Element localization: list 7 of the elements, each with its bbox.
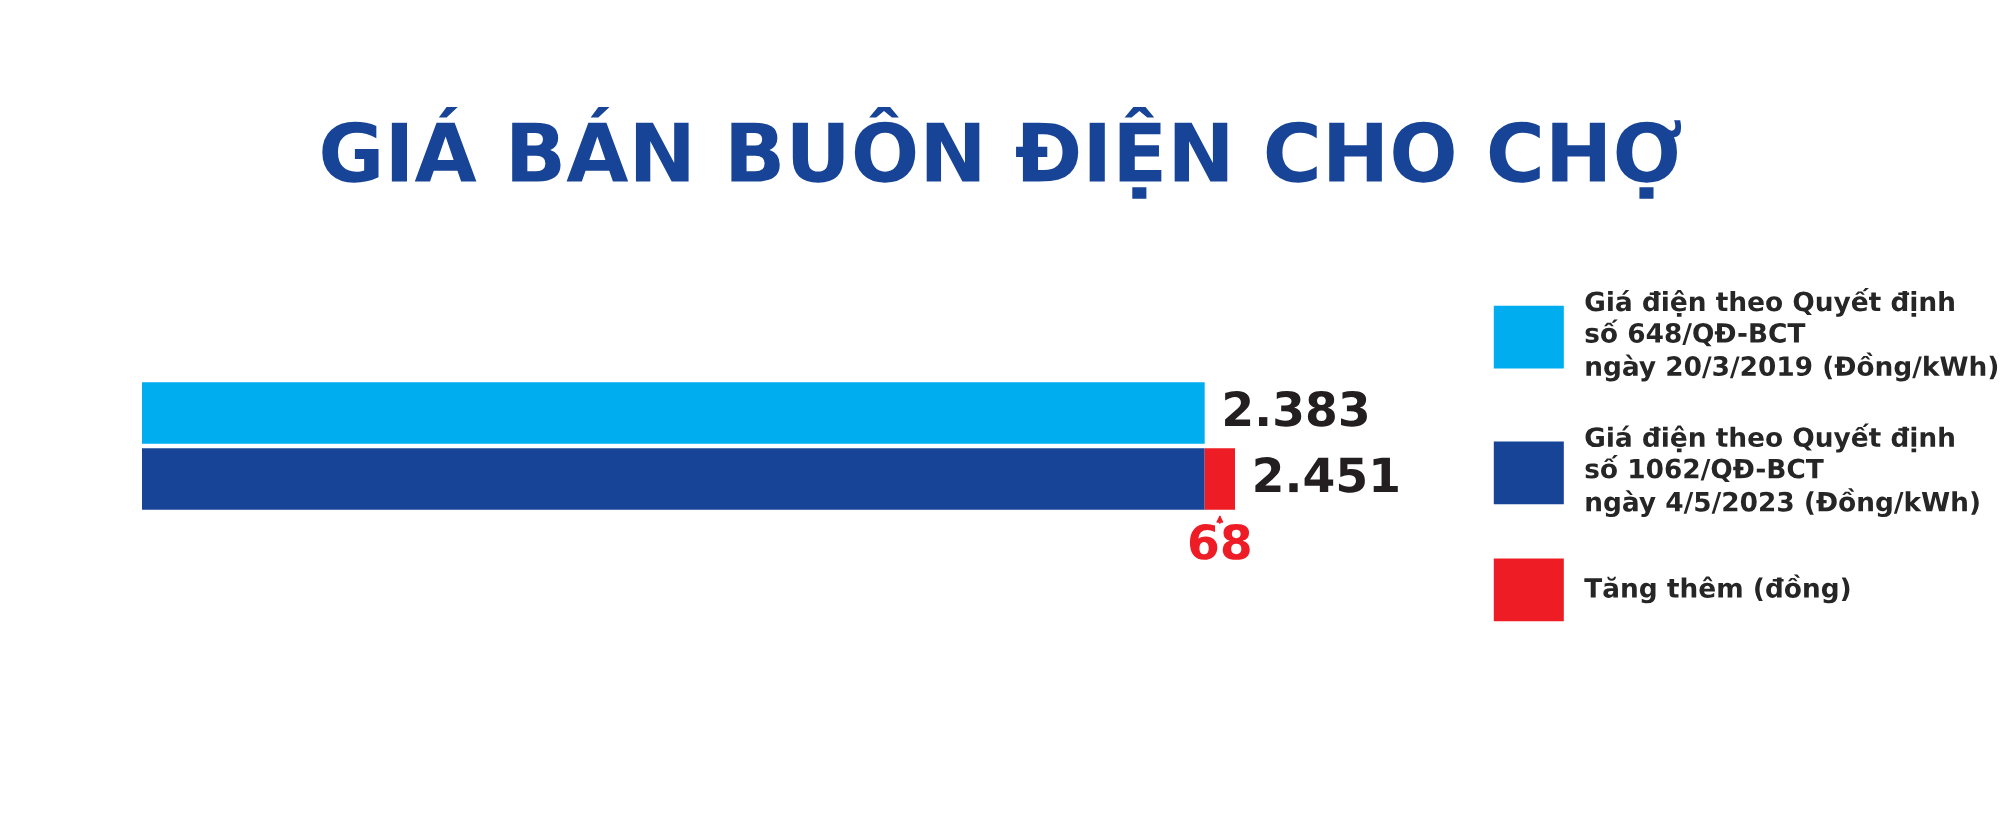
legend-label: Giá điện theo Quyết định số 1062/QĐ-BCT ngày 4/5/2023 (Đồng/kWh) [1585, 423, 1979, 518]
data-label: 2.383 [1225, 390, 1367, 427]
total-label: 2.451 [1255, 457, 1398, 493]
data-label: 68 [1189, 524, 1250, 560]
legend-label: Giá điện theo Quyết định số 648/QĐ-BCT ngày 20/3/2019 (Đồng/kWh) [1585, 287, 1998, 382]
chart-title: GIÁ BÁN BUÔN ĐIỆN CHO CHỢ [322, 106, 1682, 199]
legend-label: Tăng thêm (đồng) [1584, 574, 1850, 604]
